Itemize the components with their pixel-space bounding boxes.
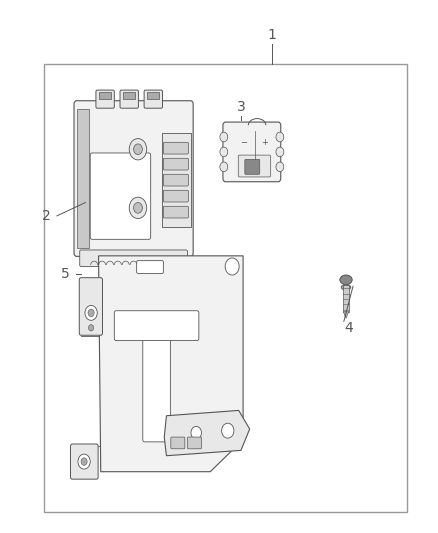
Bar: [343, 285, 349, 312]
Bar: [99, 92, 111, 99]
FancyBboxPatch shape: [79, 278, 102, 335]
FancyBboxPatch shape: [80, 250, 187, 266]
FancyBboxPatch shape: [171, 437, 185, 449]
Polygon shape: [164, 410, 250, 456]
Circle shape: [276, 132, 284, 142]
Circle shape: [220, 162, 228, 172]
FancyBboxPatch shape: [223, 122, 281, 182]
FancyBboxPatch shape: [163, 190, 188, 202]
Text: +: +: [261, 138, 268, 147]
FancyBboxPatch shape: [96, 90, 114, 108]
Circle shape: [81, 458, 87, 465]
FancyBboxPatch shape: [163, 174, 188, 186]
FancyBboxPatch shape: [163, 142, 188, 154]
Bar: [147, 92, 159, 99]
Text: −: −: [240, 138, 247, 147]
Text: 2: 2: [42, 209, 50, 223]
FancyBboxPatch shape: [245, 159, 260, 174]
Circle shape: [134, 144, 142, 155]
Polygon shape: [99, 256, 243, 472]
FancyBboxPatch shape: [163, 206, 188, 218]
FancyBboxPatch shape: [114, 311, 199, 341]
FancyBboxPatch shape: [143, 318, 170, 442]
Bar: [44, 64, 407, 512]
Circle shape: [220, 147, 228, 157]
Circle shape: [276, 162, 284, 172]
FancyBboxPatch shape: [120, 90, 138, 108]
Circle shape: [191, 426, 201, 439]
Text: 5: 5: [60, 268, 69, 281]
FancyBboxPatch shape: [74, 101, 193, 256]
FancyBboxPatch shape: [144, 90, 162, 108]
Bar: [162, 133, 191, 227]
FancyBboxPatch shape: [187, 437, 201, 449]
Polygon shape: [343, 312, 349, 318]
Ellipse shape: [340, 275, 352, 285]
Text: 1: 1: [267, 28, 276, 42]
FancyBboxPatch shape: [238, 155, 271, 177]
Text: 4: 4: [344, 321, 353, 335]
Circle shape: [88, 325, 94, 331]
Circle shape: [88, 309, 94, 317]
Ellipse shape: [341, 285, 351, 290]
Text: 3: 3: [237, 100, 245, 114]
Circle shape: [220, 132, 228, 142]
Circle shape: [78, 454, 90, 469]
Circle shape: [85, 305, 97, 320]
Circle shape: [225, 258, 239, 275]
Circle shape: [129, 197, 147, 219]
Circle shape: [222, 423, 234, 438]
Bar: [77, 109, 89, 248]
FancyBboxPatch shape: [90, 153, 151, 239]
Circle shape: [129, 139, 147, 160]
Circle shape: [276, 147, 284, 157]
FancyBboxPatch shape: [71, 444, 98, 479]
Circle shape: [134, 203, 142, 213]
FancyBboxPatch shape: [137, 261, 163, 273]
Bar: [123, 92, 135, 99]
FancyBboxPatch shape: [163, 158, 188, 170]
